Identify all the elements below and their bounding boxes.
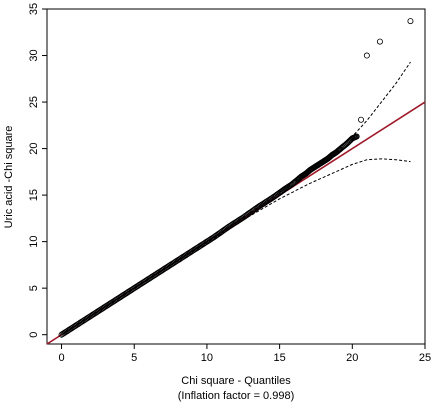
x-tick-label: 25 (419, 352, 431, 364)
data-point (358, 116, 365, 123)
y-tick-label: 5 (28, 285, 40, 291)
x-tick-label: 0 (58, 352, 64, 364)
y-axis-title: Uric acid -Chi square (3, 126, 15, 229)
data-points-layer (58, 18, 414, 338)
y-tick-label: 0 (28, 332, 40, 338)
x-tick-label: 15 (273, 352, 285, 364)
y-tick-label: 30 (28, 49, 40, 61)
data-point (363, 52, 370, 59)
y-tick-label: 10 (28, 236, 40, 248)
data-point (353, 133, 360, 140)
y-tick-label: 35 (28, 3, 40, 15)
lower-confidence-band (61, 158, 411, 336)
x-tick-label: 20 (346, 352, 358, 364)
y-tick-label: 20 (28, 142, 40, 154)
data-point (376, 38, 383, 45)
y-axis-ticks: 0 5 10 15 20 25 30 35 (28, 3, 47, 338)
upper-confidence-band (61, 61, 411, 336)
x-axis-title: Chi square - Quantiles (181, 375, 291, 387)
x-tick-label: 10 (201, 352, 213, 364)
x-axis-ticks: 0 5 10 15 20 25 (58, 344, 431, 364)
y-tick-label: 15 (28, 189, 40, 201)
x-tick-label: 5 (131, 352, 137, 364)
y-tick-label: 25 (28, 96, 40, 108)
data-point (407, 18, 414, 25)
confidence-band-layer (61, 61, 411, 336)
x-axis-subtitle: (Inflation factor = 0.998) (178, 390, 294, 402)
plot-frame (46, 8, 426, 345)
